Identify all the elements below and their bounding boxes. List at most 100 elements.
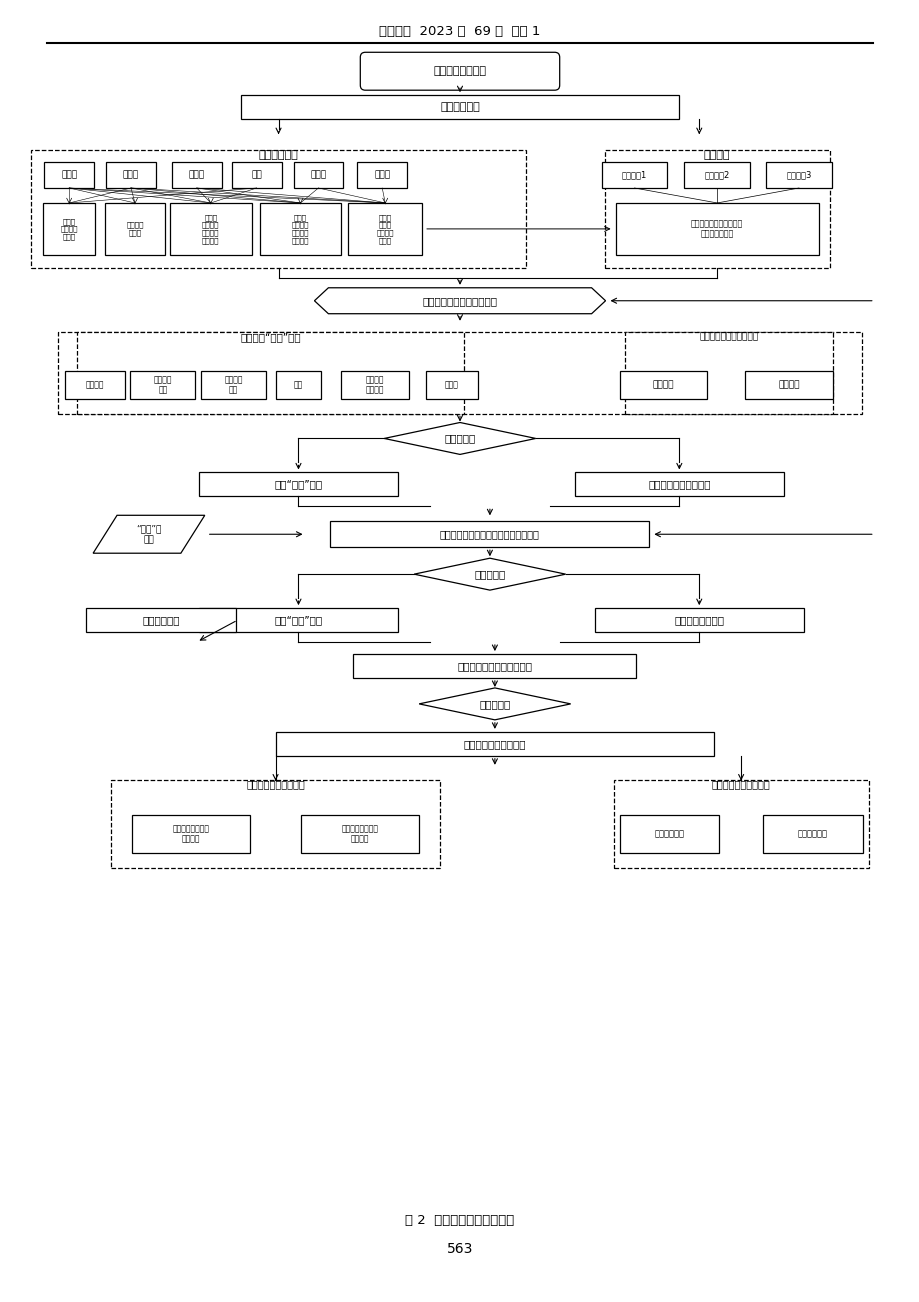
FancyBboxPatch shape: [360, 52, 559, 90]
Bar: [353, 654, 636, 678]
Text: 直接经费指标: 直接经费指标: [653, 829, 684, 838]
Text: 项目清
理、延
续、立项
论证等: 项目清 理、延 续、立项 论证等: [376, 215, 393, 243]
Text: 下达年度全面收支计划: 下达年度全面收支计划: [246, 779, 304, 789]
Text: 人员变
化、工资
信息等: 人员变 化、工资 信息等: [61, 217, 78, 240]
Bar: [615, 203, 818, 255]
Bar: [172, 161, 221, 187]
Polygon shape: [419, 687, 570, 720]
Bar: [199, 608, 398, 631]
Bar: [44, 161, 94, 187]
Polygon shape: [414, 559, 565, 590]
Bar: [77, 332, 463, 414]
Bar: [618, 371, 707, 398]
Bar: [357, 161, 407, 187]
Text: 分解落实预算执行责任: 分解落实预算执行责任: [711, 779, 770, 789]
Text: 项目延续报告或立项论证
文本等项目资料: 项目延续报告或立项论证 文本等项目资料: [690, 219, 743, 238]
Bar: [105, 203, 165, 255]
Text: 信息系统填报: 信息系统填报: [439, 102, 480, 112]
Text: 部门年度经费预算
控制指标: 部门年度经费预算 控制指标: [172, 824, 210, 844]
Polygon shape: [384, 422, 535, 454]
Bar: [232, 161, 281, 187]
Text: 办公会审议: 办公会审议: [474, 569, 505, 579]
Bar: [65, 371, 125, 398]
Polygon shape: [314, 288, 605, 314]
Bar: [604, 150, 829, 268]
Text: 间接经费指标: 间接经费指标: [797, 829, 827, 838]
Text: 公务用
车、公务
接待、因
公出国等: 公务用 车、公务 接待、因 公出国等: [202, 215, 220, 243]
Bar: [111, 780, 439, 867]
Text: 信息系统预算指标落实: 信息系统预算指标落实: [463, 738, 526, 749]
Bar: [31, 150, 526, 268]
Bar: [199, 473, 398, 496]
Text: 住房改革
预算: 住房改革 预算: [153, 375, 172, 395]
Bar: [86, 608, 235, 631]
Text: 年度全面收支计划初稿: 年度全面收支计划初稿: [647, 479, 709, 490]
Text: 三公经费
预算: 三公经费 预算: [224, 375, 243, 395]
Text: 地质论评  2023 年  69 卷  增刊 1: 地质论评 2023 年 69 卷 增刊 1: [379, 25, 540, 38]
Bar: [684, 161, 749, 187]
Bar: [762, 815, 862, 853]
Text: 年度全面收支计划: 年度全面收支计划: [674, 615, 723, 625]
Text: 业务部门1: 业务部门1: [621, 171, 646, 180]
Bar: [625, 332, 832, 414]
Bar: [425, 371, 478, 398]
Text: 办公会审议: 办公会审议: [444, 434, 475, 444]
Bar: [594, 608, 803, 631]
Text: 综合平衡、统筹调整年度全面收支计划: 综合平衡、统筹调整年度全面收支计划: [439, 529, 539, 539]
Bar: [276, 732, 713, 755]
Bar: [43, 203, 95, 255]
Text: 编报“一上”预算: 编报“一上”预算: [274, 479, 323, 490]
Bar: [259, 203, 341, 255]
Bar: [341, 371, 409, 398]
Bar: [58, 332, 861, 414]
Text: 业务部门: 业务部门: [703, 150, 730, 160]
Text: 支出计划: 支出计划: [777, 380, 799, 389]
Text: 后勤: 后勤: [293, 380, 302, 389]
Bar: [613, 780, 868, 867]
Bar: [330, 521, 649, 547]
Bar: [618, 815, 719, 853]
Bar: [201, 371, 266, 398]
Text: 收入计划: 收入计划: [652, 380, 674, 389]
Text: 业务部门3: 业务部门3: [786, 171, 811, 180]
Bar: [276, 371, 321, 398]
Text: 563: 563: [447, 1242, 472, 1255]
Text: 住房改革
支出等: 住房改革 支出等: [126, 221, 143, 236]
Polygon shape: [93, 516, 205, 553]
Bar: [301, 815, 419, 853]
Text: 财务处: 财务处: [188, 171, 205, 180]
Text: 图 2  预算编制与管控流程图: 图 2 预算编制与管控流程图: [405, 1215, 514, 1228]
Text: 装备处: 装备处: [310, 171, 326, 180]
Text: 年度全面收支计划建议稿: 年度全面收支计划建议稿: [698, 332, 758, 341]
Bar: [744, 371, 832, 398]
Text: 财务部门审核、汇总、平衡: 财务部门审核、汇总、平衡: [422, 296, 497, 306]
Bar: [293, 161, 343, 187]
Text: 基础资料: 基础资料: [85, 380, 104, 389]
Text: 人事处: 人事处: [123, 171, 139, 180]
Bar: [601, 161, 666, 187]
Bar: [348, 203, 422, 255]
Text: 编报“二上”预算: 编报“二上”预算: [274, 615, 323, 625]
Bar: [170, 203, 252, 255]
Text: 资产存
量、资产
处置、新
增资产等: 资产存 量、资产 处置、新 增资产等: [291, 215, 309, 243]
Text: 办公会审议: 办公会审议: [479, 699, 510, 708]
Text: 办公室: 办公室: [61, 171, 77, 180]
Text: 业务部门2: 业务部门2: [704, 171, 729, 180]
Text: 项目年度经费预算
控制指标: 项目年度经费预算 控制指标: [342, 824, 379, 844]
Bar: [130, 371, 195, 398]
Text: 部门预算“一上”建议: 部门预算“一上”建议: [240, 332, 301, 341]
Bar: [241, 95, 678, 120]
Bar: [131, 815, 249, 853]
Text: 管理服务部门: 管理服务部门: [258, 150, 298, 160]
Bar: [106, 161, 155, 187]
Bar: [766, 161, 831, 187]
Text: “一下”控
制数: “一下”控 制数: [136, 525, 162, 544]
Text: 新增资产
配置预算: 新增资产 配置预算: [366, 375, 384, 395]
Text: 科技处: 科技处: [374, 171, 390, 180]
Text: 部门预算批复: 部门预算批复: [142, 615, 179, 625]
Bar: [574, 473, 783, 496]
Text: 项目库: 项目库: [445, 380, 459, 389]
Text: 预算基础资料准备: 预算基础资料准备: [433, 66, 486, 77]
Text: 修正单位年度全面收支计划: 修正单位年度全面收支计划: [457, 661, 532, 671]
Text: 后勤: 后勤: [251, 171, 262, 180]
